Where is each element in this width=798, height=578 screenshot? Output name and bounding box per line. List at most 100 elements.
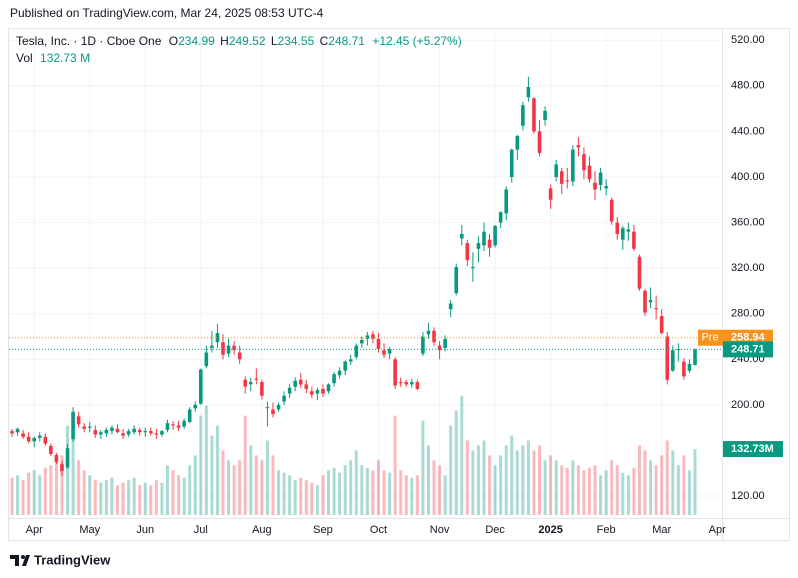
candle-body — [232, 345, 236, 351]
volume-bar — [149, 485, 153, 515]
volume-bar — [687, 470, 691, 515]
volume-bar — [132, 477, 136, 515]
volume-bar — [393, 415, 397, 515]
volume-bar — [538, 445, 542, 515]
candle-body — [654, 308, 658, 310]
volume-bar — [121, 482, 125, 515]
candle-body — [571, 149, 575, 182]
candle-body — [121, 433, 125, 436]
candle-body — [398, 382, 403, 384]
volume-bar — [671, 450, 675, 515]
candle-body — [182, 420, 186, 427]
candle-body — [415, 382, 420, 389]
volume-bar — [338, 472, 342, 515]
ohlc-label: L — [271, 34, 278, 48]
volume-bar — [282, 472, 286, 515]
volume-bar — [349, 460, 353, 515]
last-price-badge — [723, 341, 773, 358]
candle-body — [43, 436, 48, 444]
change: +12.45 (+5.27%) — [372, 34, 461, 48]
candle-body — [298, 379, 303, 385]
candle-body — [21, 433, 25, 437]
volume-value: 132.73 M — [40, 51, 90, 65]
volume-bar — [599, 475, 603, 515]
candle-body — [648, 300, 653, 303]
candle-body — [165, 423, 170, 430]
published-note: Published on TradingView.com, Mar 24, 20… — [10, 6, 324, 20]
candle-body — [471, 267, 475, 269]
volume-bar — [49, 465, 53, 515]
y-tick-label: 280.00 — [731, 308, 765, 320]
candle-body — [160, 431, 164, 435]
candle-body — [498, 212, 503, 223]
ohlc-label: H — [220, 34, 229, 48]
volume-bar — [304, 480, 308, 515]
x-tick-label: Jul — [194, 524, 208, 536]
volume-bar — [415, 475, 419, 515]
volume-bar — [554, 460, 558, 515]
ohlc-value: 248.71 — [328, 34, 365, 48]
volume-bar — [388, 472, 392, 515]
candle-body — [459, 233, 464, 239]
volume-bar — [432, 460, 436, 515]
y-tick-label: 400.00 — [731, 171, 765, 183]
volume-bar — [215, 425, 219, 515]
candle-body — [637, 256, 642, 289]
candle-body — [621, 228, 625, 240]
candle-body — [254, 378, 259, 380]
candle-body — [310, 391, 314, 395]
volume-bar — [510, 435, 514, 515]
candle-body — [454, 267, 459, 294]
volume-bar — [615, 465, 619, 515]
candle-body — [543, 110, 547, 121]
candle-body — [354, 345, 359, 358]
volume-bar — [265, 440, 269, 515]
candle-body — [659, 316, 664, 334]
candle-body — [421, 336, 425, 354]
candle-body — [37, 435, 42, 438]
candle-body — [65, 448, 70, 468]
ohlc-label: O — [169, 34, 178, 48]
candle-body — [265, 407, 270, 409]
volume-bar — [332, 467, 336, 515]
volume-bar — [177, 475, 181, 515]
x-tick-label: Dec — [485, 524, 505, 536]
candle-body — [110, 427, 114, 432]
candle-body — [149, 431, 153, 434]
x-tick-label: Feb — [597, 524, 616, 536]
candle-body — [632, 231, 636, 249]
volume-bar — [532, 450, 536, 515]
volume-bar — [104, 480, 108, 515]
volume-bar — [16, 475, 20, 515]
candle-body — [371, 334, 375, 339]
volume-bar — [43, 467, 47, 515]
volume-bar — [38, 475, 42, 515]
candle-body — [382, 350, 386, 355]
volume-bar — [682, 455, 686, 515]
candle-body — [315, 390, 320, 394]
candle-body — [515, 135, 520, 150]
volume-bar — [515, 450, 519, 515]
pre-price-label: 258.94 — [731, 332, 766, 344]
volume-bar — [493, 465, 497, 515]
volume-bar — [54, 460, 58, 515]
volume-bar — [543, 460, 547, 515]
candle-body — [548, 188, 553, 200]
volume-bar — [665, 440, 669, 515]
volume-legend: Vol 132.73 M — [16, 51, 90, 65]
footer-logo — [10, 555, 30, 566]
volume-label: Vol — [16, 51, 33, 65]
volume-bar — [71, 415, 75, 515]
volume-bar — [199, 415, 203, 515]
volume-bar — [21, 480, 25, 515]
ohlc-value: 234.55 — [278, 34, 315, 48]
candle-body — [137, 429, 142, 433]
candle-body — [365, 335, 370, 339]
candle-body — [171, 424, 175, 426]
y-tick-label: 440.00 — [731, 125, 765, 137]
volume-bar — [238, 460, 242, 515]
volume-bar — [182, 477, 186, 515]
volume-bar — [138, 485, 142, 515]
candle-body — [337, 370, 342, 376]
volume-bar — [521, 445, 525, 515]
